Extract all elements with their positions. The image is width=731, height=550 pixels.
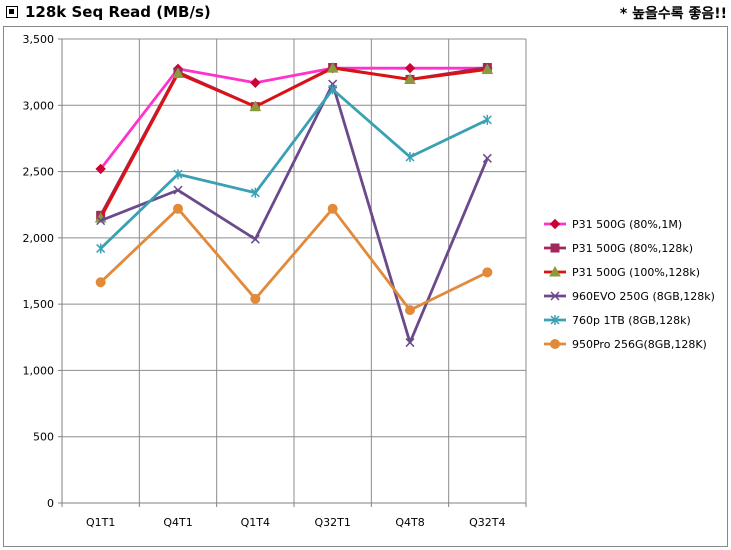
- legend-marker: [550, 291, 560, 301]
- data-point-s5: [405, 151, 415, 162]
- chart-title: 128k Seq Read (MB/s): [25, 3, 211, 21]
- x-tick-label: Q32T1: [314, 516, 350, 529]
- series-line-4: [100, 82, 489, 344]
- data-point-s4: [405, 338, 415, 348]
- data-point-s3: [249, 100, 262, 112]
- legend-entry-6: 950Pro 256G(8GB,128K): [572, 338, 707, 351]
- y-tick-label: 3,000: [23, 99, 55, 112]
- data-point-s1: [250, 77, 261, 88]
- data-point-s4: [482, 153, 492, 163]
- legend-entry-4: 960EVO 250G (8GB,128k): [572, 290, 715, 303]
- x-tick-label: Q1T4: [241, 516, 270, 529]
- legend-marker: [549, 218, 561, 230]
- title-square-icon: [6, 6, 18, 18]
- data-point-s5: [328, 84, 338, 95]
- x-tick-label: Q4T1: [163, 516, 192, 529]
- data-point-s5: [250, 187, 260, 198]
- data-point-s3: [481, 63, 494, 74]
- line-chart: 0 500 1,000 1,500 2,000 2,500 3,000 3,500 Q1T1 Q4…: [23, 33, 715, 529]
- x-tick-label: Q1T1: [86, 516, 115, 529]
- chart-area: 0 500 1,000 1,500 2,000 2,500 3,000 3,500 Q1T1 Q4…: [3, 26, 728, 547]
- chart-note: * 높을수록 좋음!!: [619, 6, 727, 22]
- data-point-s6: [405, 305, 415, 316]
- legend-marker: [549, 265, 561, 277]
- data-point-s5: [482, 114, 492, 125]
- legend-entry-1: P31 500G (80%,1M): [572, 218, 682, 231]
- data-point-s6: [173, 203, 183, 214]
- data-point-s4: [250, 234, 260, 244]
- data-point-s6: [95, 277, 106, 288]
- data-point-s5: [96, 243, 106, 254]
- legend-entry-2: P31 500G (80%,128k): [572, 242, 693, 255]
- legend-marker: [550, 243, 560, 253]
- data-point-s3: [404, 73, 416, 84]
- data-point-s3: [172, 67, 184, 78]
- series-line-6: [99, 207, 488, 312]
- series-line-5: [99, 87, 488, 250]
- y-tick-label: 3,500: [23, 33, 55, 46]
- legend-marker: [550, 339, 560, 349]
- data-point-s1: [95, 163, 106, 175]
- data-point-s6: [327, 203, 338, 214]
- y-tick-label: 500: [33, 431, 54, 444]
- data-point-s5: [173, 169, 183, 180]
- x-tick-label: Q4T8: [395, 516, 424, 529]
- y-tick-label: 2,500: [23, 166, 55, 179]
- legend-entry-3: P31 500G (100%,128k): [572, 266, 700, 279]
- data-point-s6: [482, 267, 493, 278]
- chart-header: 128k Seq Read (MB/s) * 높을수록 좋음!!: [0, 0, 731, 26]
- data-point-s4: [173, 185, 183, 195]
- data-point-s4: [96, 216, 106, 226]
- legend-marker: [550, 315, 560, 325]
- y-tick-label: 1,000: [23, 364, 55, 377]
- y-tick-label: 2,000: [23, 232, 55, 245]
- x-tick-label: Q32T4: [469, 516, 505, 529]
- data-point-s6: [250, 293, 261, 304]
- data-point-s3: [326, 62, 339, 73]
- series-line-1: [99, 66, 488, 170]
- series-line-3: [99, 66, 488, 219]
- legend-entry-5: 760p 1TB (8GB,128k): [572, 314, 691, 327]
- y-tick-label: 0: [47, 497, 54, 510]
- y-tick-label: 1,500: [23, 298, 55, 311]
- data-point-s1: [404, 62, 416, 74]
